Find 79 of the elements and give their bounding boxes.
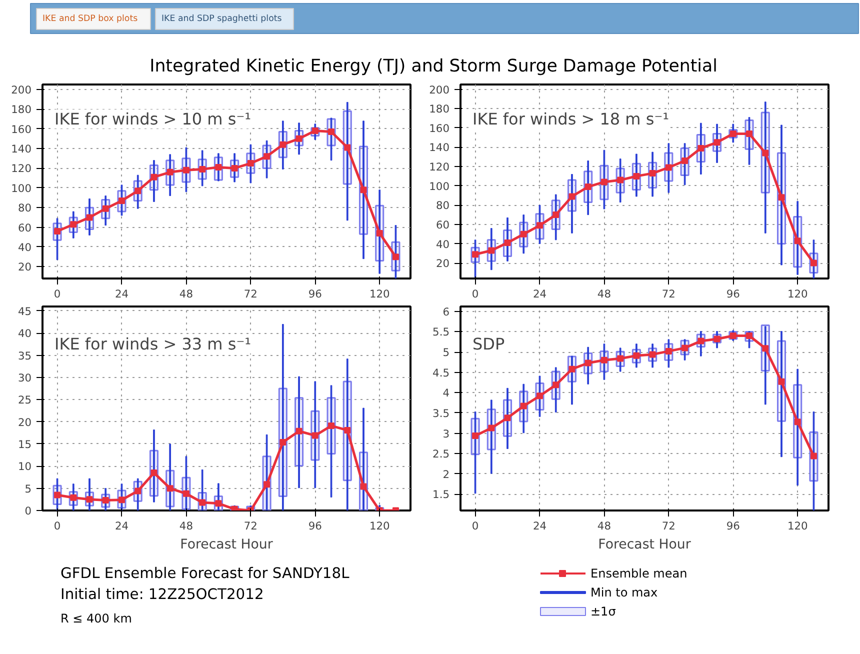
- x-tick-label: 120: [787, 288, 808, 300]
- y-tick-label: 60: [436, 218, 450, 232]
- y-tick-label: 140: [11, 142, 32, 156]
- x-tick-label: 24: [114, 520, 129, 532]
- x-tick-label: 120: [369, 520, 390, 532]
- x-tick-label: 0: [54, 520, 61, 532]
- x-tick-label: 48: [597, 520, 612, 532]
- text: R ≤ 400 km: [60, 612, 132, 626]
- x-tick-label: 96: [726, 288, 740, 300]
- y-tick-label: 10: [18, 460, 32, 474]
- y-tick-label: 100: [11, 182, 32, 195]
- y-tick-label: 20: [436, 257, 450, 270]
- y-tick-label: 15: [18, 438, 32, 451]
- y-tick-label: 180: [11, 103, 32, 116]
- x-tick-label: 120: [369, 288, 390, 300]
- y-tick-label: 25: [18, 394, 32, 407]
- y-tick-label: 200: [11, 83, 32, 96]
- y-tick-label: 4: [442, 386, 450, 400]
- y-tick-label: 30: [18, 371, 32, 384]
- legend-label: Ensemble mean: [590, 566, 688, 580]
- y-tick-label: 160: [429, 122, 450, 135]
- text: IKE for winds > 18 m s⁻¹: [472, 110, 670, 128]
- x-tick-label: 96: [308, 288, 322, 300]
- y-tick-label: 5: [24, 482, 32, 496]
- x-tick-label: 48: [597, 288, 612, 300]
- y-tick-label: 40: [18, 240, 32, 254]
- x-tick-label: 24: [114, 288, 129, 300]
- y-tick-label: 5: [442, 346, 450, 360]
- x-tick-label: 72: [662, 520, 676, 532]
- text: IKE for winds > 10 m s⁻¹: [54, 110, 252, 128]
- text: SDP: [472, 334, 505, 354]
- y-tick-label: 35: [18, 349, 32, 362]
- x-tick-label: 0: [472, 288, 479, 300]
- text: IKE for winds > 33 m s⁻¹: [54, 334, 252, 354]
- y-tick-label: 2.5: [432, 448, 450, 461]
- x-tick-label: 72: [244, 520, 258, 532]
- y-tick-label: 40: [436, 238, 450, 251]
- x-tick-label: 48: [179, 288, 194, 300]
- x-tick-label: 96: [726, 520, 740, 532]
- y-tick-label: 60: [18, 221, 32, 234]
- legend-label: Min to max: [590, 586, 658, 600]
- x-tick-label: 24: [532, 288, 547, 300]
- y-tick-label: 3: [442, 427, 450, 440]
- y-tick-label: 4.5: [432, 366, 450, 380]
- y-tick-label: 20: [18, 260, 32, 274]
- x-axis-title: Forecast Hour: [598, 538, 692, 552]
- y-tick-label: 3.5: [432, 406, 450, 420]
- text: IKE and SDP box plots: [42, 14, 138, 24]
- y-tick-label: 5.5: [432, 326, 450, 339]
- text: GFDL Ensemble Forecast for SANDY18L: [60, 565, 350, 582]
- y-tick-label: 180: [429, 102, 450, 116]
- y-tick-label: 200: [429, 83, 450, 96]
- y-tick-label: 45: [18, 304, 32, 318]
- y-tick-label: 20: [18, 416, 32, 429]
- y-tick-label: 0: [24, 504, 32, 518]
- y-tick-label: 80: [18, 202, 32, 215]
- y-tick-label: 80: [436, 199, 450, 212]
- text: IKE and SDP spaghetti plots: [162, 14, 282, 24]
- y-tick-label: 140: [429, 141, 450, 154]
- text: Integrated Kinetic Energy (TJ) and Storm Surge Damage Potential: [150, 56, 718, 76]
- x-axis-title: Forecast Hour: [180, 538, 274, 552]
- y-tick-label: 1.5: [432, 488, 450, 502]
- x-tick-label: 72: [244, 288, 258, 300]
- legend-label: ±1σ: [590, 604, 616, 618]
- x-tick-label: 24: [532, 520, 547, 532]
- y-tick-label: 120: [11, 162, 32, 176]
- y-tick-label: 2: [442, 468, 450, 481]
- x-tick-label: 96: [308, 520, 322, 532]
- y-tick-label: 40: [18, 327, 32, 340]
- text: Initial time: 12Z25OCT2012: [60, 586, 264, 603]
- y-tick-label: 100: [429, 180, 450, 193]
- y-tick-label: 6: [442, 305, 450, 318]
- x-tick-label: 72: [662, 288, 676, 300]
- x-tick-label: 48: [179, 520, 194, 532]
- x-tick-label: 120: [787, 520, 808, 532]
- x-tick-label: 0: [472, 520, 479, 532]
- y-tick-label: 120: [429, 160, 450, 174]
- y-tick-label: 160: [11, 122, 32, 136]
- x-tick-label: 0: [54, 288, 61, 300]
